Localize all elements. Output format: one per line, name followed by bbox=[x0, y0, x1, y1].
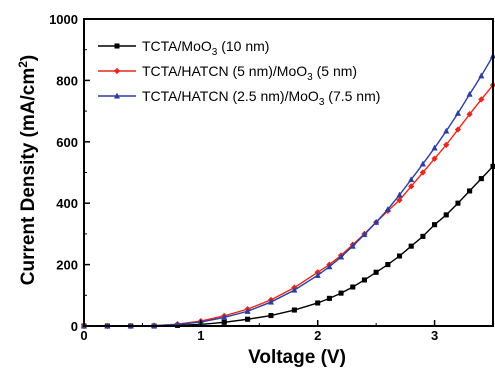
data-point bbox=[455, 200, 461, 206]
data-point bbox=[326, 295, 332, 301]
data-point bbox=[267, 298, 275, 305]
legend-item: TCTA/HATCN (5 nm)/MoO3 (5 nm) bbox=[98, 63, 357, 83]
data-point bbox=[408, 243, 414, 249]
series-2 bbox=[80, 81, 495, 330]
y-axis-label-main: Current Density (mA/cm bbox=[18, 68, 39, 286]
legend-item: TCTA/MoO3 (10 nm) bbox=[98, 38, 269, 58]
data-point bbox=[113, 67, 121, 75]
data-point bbox=[420, 233, 426, 239]
data-point bbox=[113, 92, 121, 99]
data-point bbox=[443, 212, 449, 218]
x-tick-label: 1 bbox=[197, 328, 204, 343]
data-point bbox=[291, 286, 298, 293]
data-point bbox=[373, 269, 379, 275]
data-point bbox=[337, 253, 345, 260]
legend: TCTA/MoO3 (10 nm) TCTA/HATCN (5 nm)/MoO3 … bbox=[98, 38, 380, 108]
data-point bbox=[467, 188, 473, 194]
data-point bbox=[396, 253, 403, 259]
data-point bbox=[291, 307, 297, 313]
data-point bbox=[350, 284, 356, 290]
data-point bbox=[466, 90, 473, 97]
y-axis-label: Current Density (mA/cm2) bbox=[16, 55, 39, 286]
data-point bbox=[326, 263, 333, 270]
data-point bbox=[407, 183, 415, 190]
data-point bbox=[244, 307, 251, 314]
data-point bbox=[396, 191, 403, 198]
data-point bbox=[315, 300, 321, 306]
y-axis-label-superscript: 2 bbox=[16, 61, 30, 68]
x-tick-label: 3 bbox=[431, 328, 438, 343]
legend-label: TCTA/HATCN (2.5 nm)/MoO3 (7.5 nm) bbox=[142, 88, 380, 108]
y-tick-label: 1000 bbox=[49, 12, 78, 27]
data-point bbox=[338, 290, 344, 296]
data-point bbox=[443, 127, 450, 134]
series-3 bbox=[80, 52, 495, 329]
data-point bbox=[431, 144, 438, 151]
data-point bbox=[361, 231, 368, 238]
data-point bbox=[221, 319, 227, 325]
legend-label: TCTA/MoO3 (10 nm) bbox=[142, 38, 269, 58]
data-point bbox=[314, 271, 321, 278]
data-point bbox=[384, 205, 391, 212]
legend-label: TCTA/HATCN (5 nm)/MoO3 (5 nm) bbox=[142, 63, 357, 83]
data-point bbox=[478, 96, 485, 103]
data-point bbox=[432, 222, 438, 228]
data-point bbox=[385, 262, 391, 268]
data-point bbox=[443, 141, 450, 149]
data-point bbox=[466, 110, 473, 118]
x-tick-label: 2 bbox=[314, 328, 321, 343]
data-point bbox=[361, 277, 368, 283]
data-point bbox=[396, 196, 403, 204]
x-tick-label: 0 bbox=[80, 328, 87, 343]
legend-item: TCTA/HATCN (2.5 nm)/MoO3 (7.5 nm) bbox=[98, 88, 380, 108]
data-point bbox=[221, 313, 228, 320]
data-point bbox=[268, 313, 274, 319]
series-1 bbox=[81, 163, 495, 329]
data-point bbox=[245, 316, 251, 322]
data-point bbox=[419, 169, 427, 176]
series-line bbox=[84, 165, 494, 327]
y-tick-label: 600 bbox=[56, 135, 78, 150]
data-point bbox=[114, 43, 120, 49]
y-tick-label: 800 bbox=[56, 73, 78, 88]
data-point bbox=[373, 218, 380, 225]
y-tick-label: 400 bbox=[56, 196, 78, 211]
data-point bbox=[478, 176, 484, 182]
data-point bbox=[349, 242, 356, 249]
series-line bbox=[84, 84, 494, 327]
data-point bbox=[431, 155, 438, 162]
data-point bbox=[478, 72, 485, 79]
y-axis-ticks: 0 200 400 600 800 1000 bbox=[49, 12, 90, 334]
y-tick-label: 0 bbox=[71, 319, 78, 334]
plot-area: 0 1 2 3 0 200 400 600 800 1000 bbox=[49, 12, 495, 343]
data-point bbox=[454, 109, 462, 116]
data-point bbox=[454, 126, 462, 133]
data-point bbox=[408, 176, 415, 183]
series-line bbox=[84, 55, 494, 327]
data-point bbox=[419, 160, 426, 167]
y-tick-label: 200 bbox=[56, 258, 78, 273]
x-axis-ticks: 0 1 2 3 bbox=[80, 320, 438, 343]
y-axis-label-close: ) bbox=[18, 55, 39, 61]
x-axis-label: Voltage (V) bbox=[248, 347, 346, 368]
